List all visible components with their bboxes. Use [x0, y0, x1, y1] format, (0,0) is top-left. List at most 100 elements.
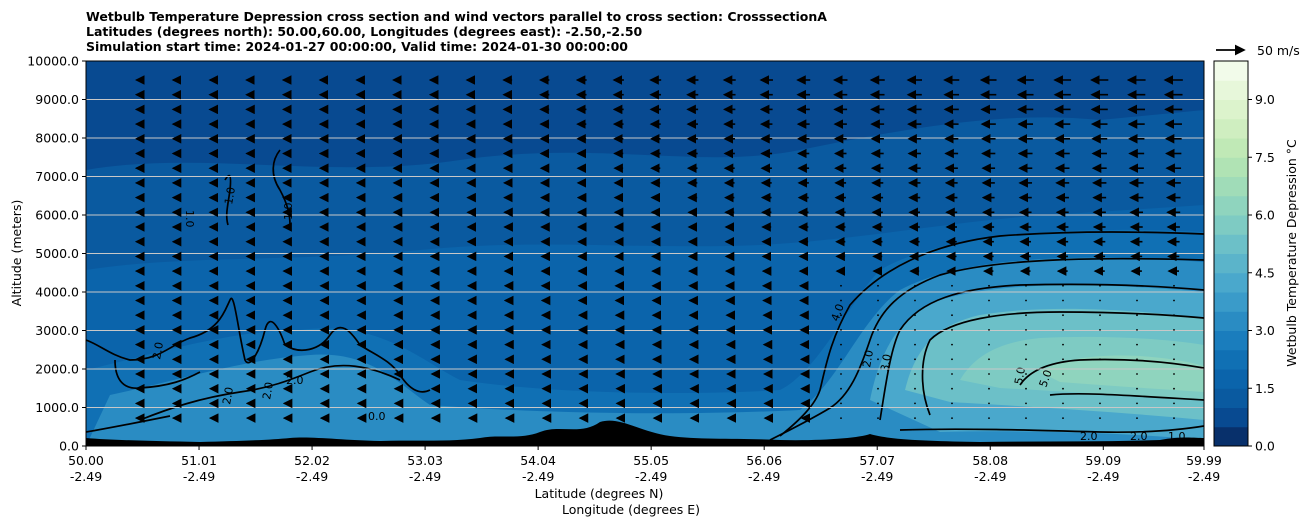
wind-vector [914, 387, 916, 390]
wind-vector [914, 329, 916, 331]
wind-vector [840, 417, 842, 419]
wind-vector [1025, 314, 1027, 317]
y-tick-label: 4000.0 [35, 285, 79, 300]
wind-vector [1025, 373, 1027, 375]
contour-line-9 [879, 283, 1204, 421]
wind-vector [1099, 299, 1101, 302]
y-tick-label: 10000.0 [27, 54, 79, 69]
contour-label: 0.0 [368, 410, 386, 423]
wind-vector [840, 284, 842, 287]
x-tick-label-lon: -2.49 [861, 469, 893, 484]
colorbar-swatch [1214, 272, 1248, 293]
wind-vector [1062, 417, 1064, 419]
wind-vector [951, 402, 953, 405]
colorbar-swatch [1214, 118, 1248, 139]
wind-vector [1062, 299, 1064, 302]
wind-vector [1099, 417, 1101, 419]
colorbar-tick-label: 4.5 [1255, 265, 1275, 280]
y-axis: 0.0 1000.0 2000.0 3000.0 4000.0 5000.0 6000.0 7… [27, 54, 86, 454]
x-tick-label-lon: -2.49 [409, 469, 441, 484]
wind-vector [1136, 329, 1138, 331]
x-tick-label-lat: 55.05 [633, 453, 669, 468]
wind-vector [1136, 284, 1138, 287]
wind-vector [877, 373, 879, 375]
wind-vector [1062, 314, 1064, 317]
wind-vector [914, 343, 916, 346]
y-tick-label: 5000.0 [35, 246, 79, 261]
y-tick-label: 7000.0 [35, 169, 79, 184]
wind-vector [1099, 373, 1101, 375]
wind-vector [914, 373, 916, 375]
colorbar-tick-label: 9.0 [1255, 92, 1275, 107]
wind-vector [988, 402, 990, 405]
colorbar-swatch [1214, 369, 1248, 389]
contour-label: 1.0 [1168, 430, 1186, 443]
wind-vector [1136, 402, 1138, 405]
wind-vector [914, 299, 916, 302]
contour-label: 5.0 [1037, 368, 1055, 389]
wind-vector [914, 402, 916, 405]
wind-vector [1062, 358, 1064, 361]
wind-vector [877, 358, 879, 361]
wind-vector [1062, 373, 1064, 375]
x-axis-label-2: Longitude (degrees E) [562, 502, 700, 517]
contour-line-7 [779, 231, 1204, 437]
chart-title-line-3: Simulation start time: 2024-01-27 00:00:… [86, 39, 628, 54]
wind-vector [914, 417, 916, 419]
wind-vector [951, 373, 953, 375]
gridlines [86, 99, 1204, 408]
x-tick-label-lon: -2.49 [1087, 469, 1119, 484]
wind-vector [951, 387, 953, 390]
wind-vector [1025, 284, 1027, 287]
wind-vector [1062, 402, 1064, 405]
wind-vector [1173, 284, 1175, 287]
colorbar-swatch [1214, 157, 1248, 177]
wind-vector [951, 329, 953, 331]
colorbar-swatch [1214, 176, 1248, 197]
contour-label: 5.0 [1012, 366, 1028, 385]
wind-vector [988, 299, 990, 302]
colorbar-swatch [1214, 311, 1248, 331]
contour-label: 2.0 [1130, 430, 1148, 443]
x-tick-label-lat: 59.09 [1085, 453, 1121, 468]
wind-vectors [134, 75, 1183, 423]
x-tick-label-lat: 53.03 [407, 453, 443, 468]
contour-line-10 [921, 311, 1204, 416]
wind-vector [840, 314, 842, 317]
wind-vector [914, 358, 916, 361]
colorbar-tick-label: 6.0 [1255, 208, 1275, 223]
wind-vector [951, 343, 953, 346]
y-tick-label: 1000.0 [35, 400, 79, 415]
contour-line-6 [86, 415, 171, 433]
colorbar-swatch [1214, 80, 1248, 100]
contour-line-12 [1049, 392, 1204, 401]
wind-vector [951, 417, 953, 419]
contour-line-5 [139, 364, 401, 421]
colorbar-swatch [1214, 138, 1248, 158]
contour-label: 4.0 [829, 302, 847, 323]
y-tick-label: 8000.0 [35, 131, 79, 146]
wind-vector [1136, 373, 1138, 375]
wind-vector [1099, 387, 1101, 390]
wind-vector [877, 402, 879, 405]
wind-vector [1025, 358, 1027, 361]
colorbar-swatch [1214, 407, 1248, 428]
wind-vector [988, 284, 990, 287]
wind-vector [1062, 284, 1064, 287]
x-tick-label-lat: 57.07 [859, 453, 895, 468]
contour-label: 1.0 [222, 186, 238, 205]
wind-vector [951, 299, 953, 302]
contour-label: 2.0 [286, 374, 304, 387]
wind-vector [840, 329, 842, 331]
colorbar-swatch [1214, 195, 1248, 216]
wind-vector [988, 314, 990, 317]
wind-vector [988, 373, 990, 375]
colorbar-swatch [1214, 292, 1248, 312]
x-tick-label-lon: -2.49 [183, 469, 215, 484]
wind-vector [951, 358, 953, 361]
y-axis-label: Altitude (meters) [9, 200, 24, 307]
wind-vector [1099, 284, 1101, 287]
colorbar-tick-label: 0.0 [1255, 439, 1275, 454]
wind-vector [1173, 329, 1175, 331]
contour-band-8 [1040, 355, 1204, 392]
